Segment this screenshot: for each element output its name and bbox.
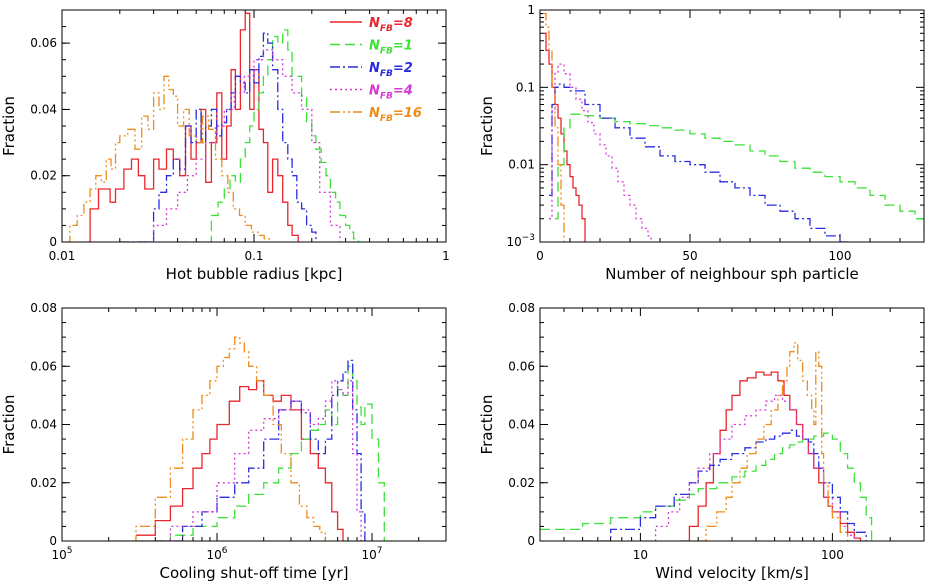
x-tick-label: 105	[51, 546, 72, 562]
minor-ticks	[62, 308, 446, 541]
chart-panel-3: 105 106 107 0 0.02 0.04 0.06 0.08 Cooling shut-o…	[0, 301, 447, 581]
x-tick-label: 10	[633, 548, 648, 562]
y-tick-label: 0.04	[508, 418, 535, 432]
legend-label-2: NFB=1	[369, 39, 413, 57]
series-line-2	[540, 432, 873, 541]
series-line-2	[177, 29, 360, 242]
series-line-5	[66, 75, 270, 242]
plot-frame	[539, 9, 925, 243]
y-tick-label: 0.02	[30, 169, 57, 183]
y-axis-label: Fraction	[0, 96, 18, 156]
y-axis-label: Fraction	[478, 395, 496, 455]
y-axis-label: Fraction	[478, 96, 496, 156]
y-tick-label: 0.06	[30, 36, 57, 50]
series-line-3	[549, 83, 849, 242]
x-tick-label: 0.1	[244, 249, 263, 263]
x-tick-label: 106	[207, 546, 228, 562]
series-line-2	[555, 113, 924, 229]
x-axis-label: Hot bubble radius [kpc]	[166, 265, 343, 283]
series-line-1	[136, 380, 344, 541]
series-group	[543, 12, 924, 242]
series-line-4	[136, 380, 362, 541]
plot-frame	[61, 9, 447, 243]
series-group	[540, 342, 873, 541]
x-tick-label: 107	[362, 546, 383, 562]
x-axis-label: Cooling shut-off time [yr]	[159, 564, 348, 581]
y-tick-label: 0.1	[516, 80, 535, 94]
x-axis-label: Wind velocity [km/s]	[655, 564, 809, 581]
y-tick-label: 0	[49, 534, 57, 548]
legend: NFB=8 NFB=1 NFB=2 NFB=4 NFB=16	[330, 16, 422, 124]
y-tick-label: 10−3	[506, 233, 535, 249]
x-tick-label: 50	[682, 249, 697, 263]
chart-panel-4: 10 100 0 0.02 0.04 0.06 0.08 Wind velocity [km/…	[478, 301, 925, 581]
series-line-1	[679, 371, 862, 541]
y-tick-label: 0.02	[508, 476, 535, 490]
minor-ticks	[62, 10, 446, 242]
y-tick-label: 0.04	[30, 418, 57, 432]
series-line-5	[108, 336, 327, 541]
legend-label-1: NFB=8	[369, 16, 413, 34]
y-tick-label: 0.04	[30, 102, 57, 116]
series-line-3	[155, 359, 366, 541]
series-group	[108, 336, 385, 541]
x-tick-label: 1	[442, 249, 450, 263]
y-tick-label: 0.06	[508, 359, 535, 373]
y-tick-label: 0.06	[30, 359, 57, 373]
series-line-1	[87, 12, 299, 242]
x-tick-label: 100	[821, 548, 844, 562]
series-line-4	[549, 63, 652, 242]
y-tick-label: 0.01	[508, 158, 535, 172]
chart-panel-2: 0 50 100 10−3 0.01 0.1 1 Number of neighbour sp…	[478, 3, 925, 283]
y-tick-label: 0	[527, 534, 535, 548]
x-tick-label: 0.01	[49, 249, 76, 263]
y-tick-label: 1	[527, 3, 535, 17]
legend-label-5: NFB=16	[369, 106, 422, 124]
series-line-5	[698, 342, 849, 541]
legend-label-4: NFB=4	[369, 84, 413, 102]
series-line-2	[136, 365, 385, 541]
x-tick-label: 0	[536, 249, 544, 263]
series-line-3	[582, 429, 867, 541]
chart-panel-1: 0.01 0.1 1 0 0.02 0.04 0.06 Hot bubble radius […	[0, 9, 450, 283]
plot-frame	[539, 307, 925, 542]
x-tick-label: 100	[829, 249, 852, 263]
y-axis-label: Fraction	[0, 395, 18, 455]
y-tick-label: 0.08	[508, 301, 535, 315]
series-line-3	[119, 32, 317, 242]
x-axis-label: Number of neighbour sph particle	[605, 265, 859, 283]
plot-frame	[61, 307, 447, 542]
y-tick-label: 0	[49, 235, 57, 249]
y-tick-label: 0.02	[30, 476, 57, 490]
y-tick-label: 0.08	[30, 301, 57, 315]
series-group	[66, 12, 360, 242]
legend-label-3: NFB=2	[369, 61, 413, 79]
minor-ticks	[540, 10, 924, 242]
series-line-4	[138, 49, 341, 242]
